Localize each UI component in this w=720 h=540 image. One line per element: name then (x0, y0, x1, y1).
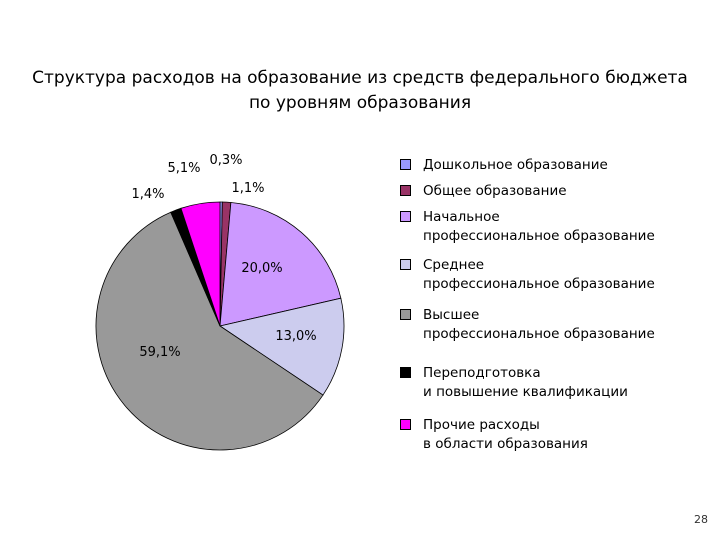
legend-item-5: Переподготовка и повышение квалификации (400, 364, 628, 402)
pie-slice-3 (219, 297, 345, 396)
legend-item-6: Прочие расходы в области образования (400, 416, 588, 454)
legend-swatch-6 (400, 419, 411, 430)
data-label-0: 0,3% (209, 153, 242, 168)
legend-label-2: Начальное профессиональное образование (423, 209, 655, 244)
data-label-1: 1,1% (231, 181, 264, 196)
pie-slice-2 (219, 202, 342, 327)
chart-title-line-1: Структура расходов на образование из сре… (32, 68, 688, 88)
pie-slice-4 (95, 211, 324, 451)
legend-swatch-1 (400, 185, 411, 196)
data-label-2: 20,0% (241, 261, 282, 276)
data-label-4: 59,1% (139, 345, 180, 360)
data-label-6: 5,1% (167, 161, 200, 176)
legend-label-1: Общее образование (423, 183, 567, 199)
legend-label-6: Прочие расходы в области образования (423, 417, 588, 452)
legend-label-0: Дошкольное образование (423, 157, 608, 173)
legend-item-4: Высшее профессиональное образование (400, 306, 655, 344)
legend-label-5: Переподготовка и повышение квалификации (423, 365, 628, 400)
legend-item-2: Начальное профессиональное образование (400, 208, 655, 246)
legend-item-0: Дошкольное образование (400, 156, 608, 175)
legend-swatch-0 (400, 159, 411, 170)
legend-label-3: Среднее профессиональное образование (423, 257, 655, 292)
legend-item-1: Общее образование (400, 182, 567, 201)
legend-item-3: Среднее профессиональное образование (400, 256, 655, 294)
legend-label-4: Высшее профессиональное образование (423, 307, 655, 342)
data-label-5: 1,4% (131, 187, 164, 202)
legend-swatch-2 (400, 211, 411, 222)
legend-swatch-4 (400, 309, 411, 320)
legend-swatch-3 (400, 259, 411, 270)
legend-swatch-5 (400, 367, 411, 378)
data-label-3: 13,0% (275, 329, 316, 344)
chart-title: Структура расходов на образование из сре… (0, 66, 720, 116)
chart-title-line-2: по уровням образования (248, 93, 472, 113)
page-number: 28 (694, 513, 708, 526)
pie-slice-6 (180, 201, 221, 327)
